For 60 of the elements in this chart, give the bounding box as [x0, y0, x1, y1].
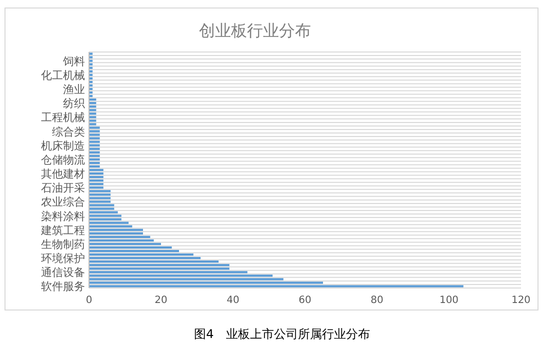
y-tick-label: 其他建材	[41, 168, 85, 181]
bar	[89, 52, 93, 55]
bar	[89, 126, 100, 129]
y-tick-label: 机床制造	[41, 139, 85, 152]
bar	[89, 204, 114, 206]
bar	[89, 130, 100, 132]
bar	[89, 165, 100, 168]
x-tick-label: 80	[370, 295, 384, 306]
bar	[89, 228, 143, 231]
y-tick-label: 软件服务	[41, 280, 85, 294]
x-tick-label: 60	[298, 295, 312, 306]
bar	[89, 154, 100, 157]
bar	[89, 168, 104, 172]
y-tick-label: 农业综合	[41, 196, 85, 209]
y-tick-label: 石油开采	[41, 182, 85, 195]
x-tick-label: 0	[86, 295, 92, 306]
y-tick-label: 纺织	[63, 97, 85, 110]
bar	[89, 190, 111, 192]
bar	[89, 60, 93, 62]
y-tick-label: 生物制药	[41, 238, 85, 251]
bar	[89, 144, 100, 146]
x-tick-label: 40	[226, 295, 240, 306]
bar	[89, 162, 100, 164]
y-tick-label: 饲料	[62, 54, 85, 68]
chart-title: 创业板行业分布	[199, 21, 311, 40]
bar	[89, 123, 96, 126]
bar	[89, 158, 100, 160]
bar	[89, 214, 122, 217]
y-tick-label: 仓储物流	[41, 153, 85, 166]
bar	[89, 236, 150, 238]
bar	[89, 208, 114, 210]
bar	[89, 264, 230, 266]
bar	[89, 222, 129, 224]
y-tick-label: 工程机械	[41, 111, 85, 124]
x-tick-label: 20	[154, 295, 168, 306]
bar	[89, 285, 464, 288]
bar	[89, 148, 100, 150]
y-tick-label: 环境保护	[41, 252, 85, 266]
x-tick-label: 120	[511, 295, 531, 306]
bar	[89, 134, 100, 136]
y-tick-label: 综合类	[52, 125, 85, 138]
y-tick-label: 建筑工程	[40, 224, 85, 237]
bar	[89, 197, 111, 200]
bar	[89, 211, 118, 214]
y-tick-label: 通信设备	[41, 266, 85, 280]
bar	[89, 137, 100, 140]
bar	[89, 180, 104, 182]
y-tick-label: 化工机械	[41, 68, 85, 82]
bar	[89, 151, 100, 154]
bar	[89, 194, 111, 196]
caption: 图4 业板上市公司所属行业分布	[194, 327, 370, 341]
bar	[89, 56, 93, 58]
y-tick-label: 渔业	[63, 82, 85, 96]
bar	[89, 172, 104, 175]
bar	[89, 176, 104, 178]
bar	[89, 200, 111, 203]
x-tick-label: 100	[439, 295, 459, 306]
bar	[89, 140, 100, 143]
bar	[89, 183, 104, 186]
y-tick-label: 染料涂料	[41, 210, 85, 223]
